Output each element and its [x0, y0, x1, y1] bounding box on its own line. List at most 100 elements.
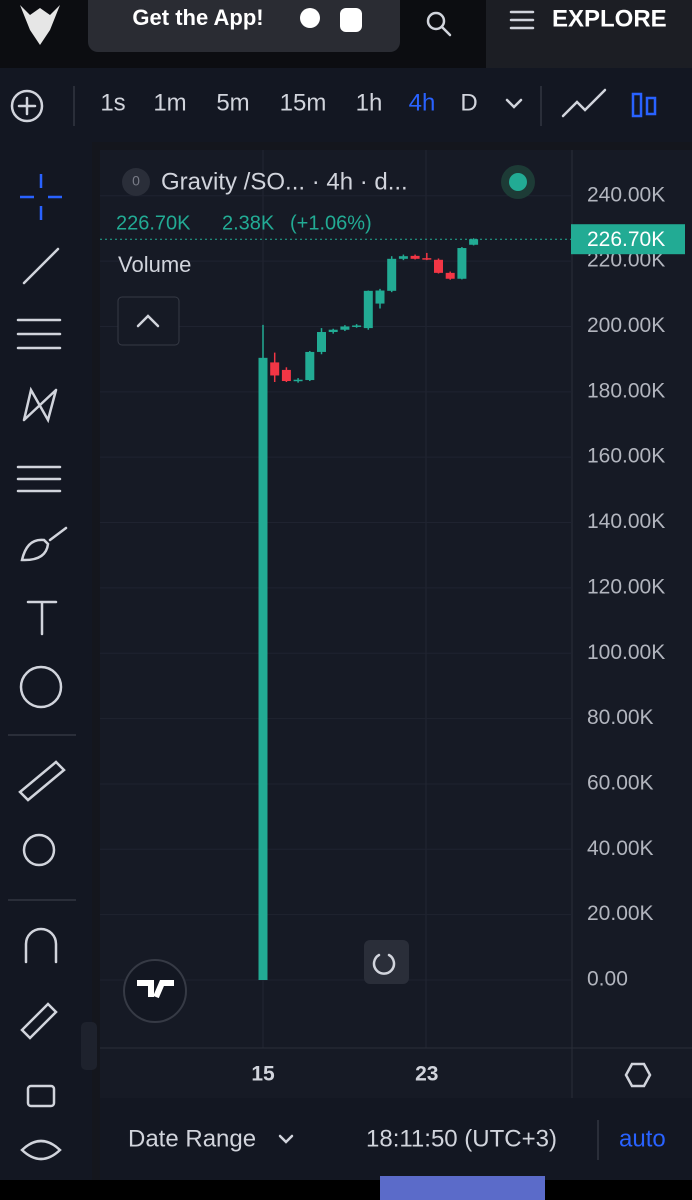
collapse-icon — [136, 314, 160, 328]
interval[interactable]: 1m — [153, 89, 186, 116]
candle-body — [258, 357, 268, 981]
android-icon — [340, 8, 362, 32]
menu-icon — [509, 10, 535, 30]
line-chart-type[interactable] — [561, 88, 607, 118]
drawing-toolbar — [0, 142, 92, 1182]
y-tick-label: 180.00K — [587, 379, 665, 402]
lock-draw-tool[interactable] — [20, 1002, 58, 1040]
date-range[interactable]: Date Range — [128, 1125, 256, 1152]
status-dot — [509, 173, 527, 191]
symbol-title: Gravity /SO... · 4h · d... — [161, 168, 408, 195]
nav-highlight — [380, 1176, 545, 1200]
y-tick-label: 80.00K — [587, 706, 654, 729]
candle-body — [305, 351, 315, 381]
y-tick-label: 240.00K — [587, 183, 665, 206]
volume-label: Volume — [118, 252, 191, 277]
toolbar-collapse[interactable] — [81, 1022, 97, 1070]
candle-body — [363, 290, 373, 329]
interval-dropdown[interactable] — [505, 98, 523, 109]
interval[interactable]: 1h — [356, 89, 383, 116]
y-tick-label: 100.00K — [587, 641, 665, 664]
y-tick-label: 200.00K — [587, 314, 665, 337]
candle-body — [410, 255, 420, 259]
candle-body — [398, 256, 408, 259]
x-tick-label: 15 — [251, 1063, 275, 1086]
settings-button[interactable] — [624, 1062, 652, 1088]
collapse-legend[interactable] — [117, 296, 180, 346]
zoom-tool[interactable] — [22, 833, 56, 867]
candle-body — [422, 258, 432, 260]
y-tick-label: 0.00 — [587, 968, 628, 991]
y-tick-label: 20.00K — [587, 902, 654, 925]
badge-label: 0 — [132, 173, 140, 189]
pattern-tool[interactable] — [22, 386, 58, 424]
x-tick-label: 23 — [415, 1063, 438, 1086]
reset-icon — [372, 953, 396, 975]
fib-tool[interactable] — [16, 318, 62, 350]
auto-scale[interactable]: auto — [619, 1125, 666, 1152]
candle-body — [270, 362, 280, 376]
search-icon[interactable] — [426, 11, 446, 31]
candle-body — [457, 248, 467, 279]
y-tick-label: 220.00K — [587, 249, 665, 272]
prediction-tool[interactable] — [16, 465, 62, 493]
trend-line-tool[interactable] — [22, 247, 60, 285]
legend-change-pct: (+1.06%) — [290, 212, 372, 234]
add-symbol-plus — [17, 96, 37, 116]
emoji-tool[interactable] — [19, 665, 63, 709]
search-icon-handle — [440, 25, 452, 37]
logo[interactable] — [20, 5, 60, 45]
last-price-label: 226.70K — [587, 228, 665, 251]
tv-logo-mark — [137, 980, 174, 999]
crosshair-tool[interactable] — [20, 174, 62, 220]
lock-tool[interactable] — [26, 1084, 56, 1108]
tv-logo[interactable] — [123, 959, 187, 1023]
interval[interactable]: 4h — [409, 89, 436, 116]
candle-icon — [645, 96, 657, 116]
explore-label: EXPLORE — [552, 5, 667, 32]
reset-button[interactable] — [364, 940, 409, 984]
candle-body — [328, 329, 338, 333]
magnet-tool[interactable] — [24, 927, 58, 964]
candle-chart-type[interactable] — [631, 92, 657, 118]
candle-body — [387, 258, 397, 291]
y-tick-label: 160.00K — [587, 445, 665, 468]
y-tick-label: 140.00K — [587, 510, 665, 533]
clock: 18:11:50 (UTC+3) — [366, 1125, 557, 1152]
last-price-tag — [571, 224, 685, 255]
legend-price: 226.70K — [116, 212, 191, 234]
candle-body — [281, 369, 291, 382]
candle-body — [375, 290, 385, 304]
interval[interactable]: 15m — [280, 89, 327, 116]
candle-body — [434, 259, 443, 273]
app-button-label: Get the App! — [132, 5, 263, 30]
badge — [122, 168, 150, 196]
text-tool[interactable] — [26, 600, 58, 636]
add-symbol[interactable] — [10, 89, 44, 123]
y-tick-label: 120.00K — [587, 575, 665, 598]
interval[interactable]: 1s — [100, 89, 125, 116]
candle-body — [445, 272, 455, 279]
candle-body — [469, 239, 479, 245]
y-tick-label: 40.00K — [587, 837, 654, 860]
date-range-arrow — [278, 1134, 294, 1144]
legend-change: 2.38K — [222, 212, 275, 234]
apple-icon — [300, 8, 320, 28]
candle-body — [293, 379, 303, 382]
candle-body — [340, 326, 350, 330]
app-button[interactable] — [88, 0, 400, 52]
candle-icon — [631, 92, 643, 118]
interval[interactable]: 5m — [216, 89, 249, 116]
nav-strip — [0, 1180, 692, 1200]
bottom-bar — [100, 1098, 692, 1180]
y-tick-label: 60.00K — [587, 771, 654, 794]
interval[interactable]: D — [460, 89, 477, 116]
brush-tool[interactable] — [20, 526, 68, 562]
toolbar — [0, 68, 692, 142]
visibility-tool[interactable] — [20, 1139, 62, 1161]
ruler-tool[interactable] — [18, 760, 66, 802]
candle-body — [352, 325, 362, 327]
candle-body — [317, 332, 326, 352]
